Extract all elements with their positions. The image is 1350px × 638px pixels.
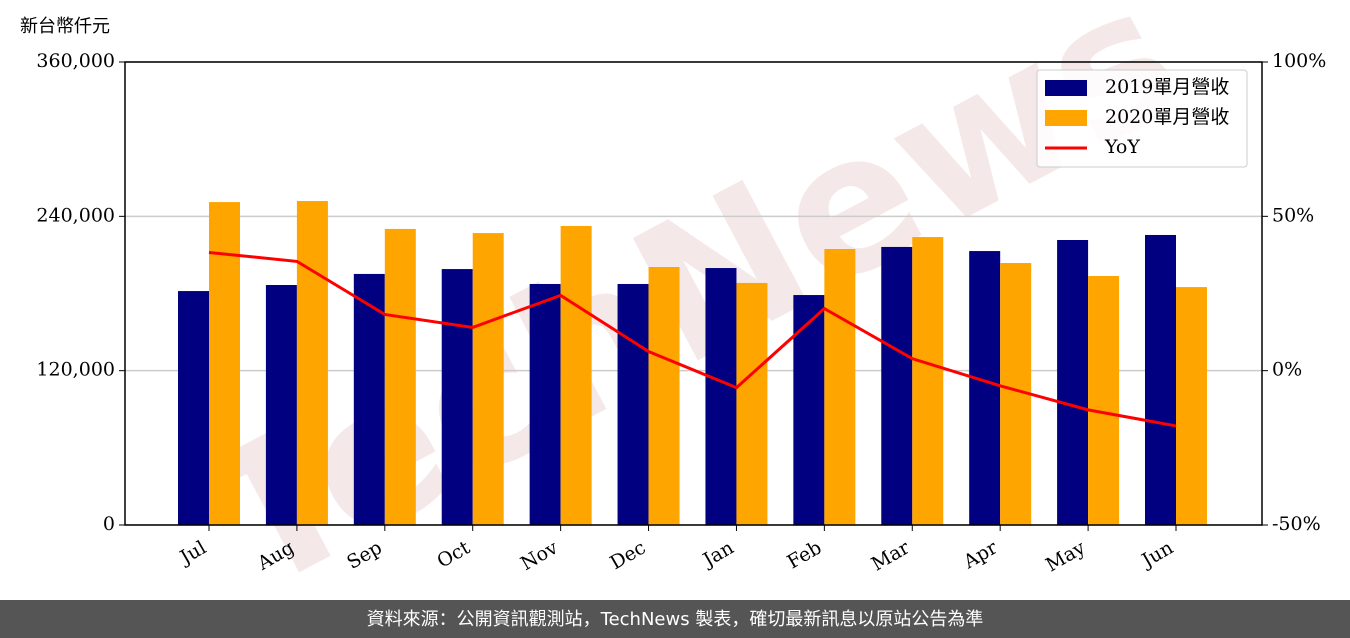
bar bbox=[705, 268, 737, 525]
bar bbox=[209, 202, 240, 525]
y-tick-label: 360,000 bbox=[36, 50, 115, 72]
bar bbox=[265, 285, 297, 525]
bar bbox=[1088, 276, 1120, 525]
y2-tick-label: 100% bbox=[1272, 50, 1326, 72]
x-tick-label: Jun bbox=[1136, 537, 1177, 573]
legend-label: 2019單月營收 bbox=[1105, 76, 1229, 98]
y-axis-label: 新台幣仟元 bbox=[20, 16, 110, 37]
y-tick-label: 240,000 bbox=[36, 204, 115, 226]
legend-label: 2020單月營收 bbox=[1105, 106, 1229, 128]
legend-label: YoY bbox=[1104, 136, 1140, 158]
legend-box bbox=[1036, 69, 1248, 168]
plot-frame bbox=[124, 61, 1263, 526]
y-tick-label: 120,000 bbox=[36, 359, 115, 381]
legend-swatch bbox=[1045, 80, 1087, 96]
bar bbox=[969, 251, 1001, 525]
bar bbox=[824, 249, 856, 525]
bar bbox=[1176, 287, 1207, 525]
legend-swatch bbox=[1045, 110, 1087, 126]
bar bbox=[384, 228, 416, 525]
bar bbox=[912, 237, 944, 525]
bar bbox=[178, 291, 209, 525]
bar bbox=[472, 233, 504, 525]
bar bbox=[296, 201, 328, 525]
line bbox=[208, 250, 1177, 428]
x-tick-label: Mar bbox=[868, 536, 914, 575]
bar bbox=[617, 283, 649, 525]
bar bbox=[793, 295, 825, 525]
y2-tick-label: -50% bbox=[1272, 513, 1321, 535]
bar bbox=[441, 269, 473, 525]
bar bbox=[736, 282, 768, 525]
x-tick-label: Feb bbox=[784, 537, 826, 574]
x-tick-label: Jan bbox=[698, 537, 738, 573]
bar bbox=[529, 283, 561, 525]
bar bbox=[1057, 239, 1089, 525]
footer-bar bbox=[0, 600, 1350, 638]
x-tick-label: May bbox=[1042, 536, 1089, 576]
footer: 資料來源：公開資訊觀測站，TechNews 製表，確切最新訊息以原站公告為準 bbox=[367, 609, 984, 630]
x-tick-label: Jul bbox=[175, 537, 210, 570]
y-tick-label: 0 bbox=[103, 513, 115, 535]
bar bbox=[648, 267, 680, 525]
bar bbox=[560, 225, 592, 525]
bar bbox=[1145, 234, 1176, 526]
bar bbox=[881, 246, 913, 525]
bar bbox=[353, 273, 385, 525]
y2-tick-label: 0% bbox=[1272, 359, 1302, 381]
x-tick-label: Dec bbox=[606, 537, 649, 575]
x-tick-label: Apr bbox=[959, 536, 1002, 573]
y2-tick-label: 50% bbox=[1272, 204, 1314, 226]
x-tick-label: Nov bbox=[517, 536, 562, 575]
